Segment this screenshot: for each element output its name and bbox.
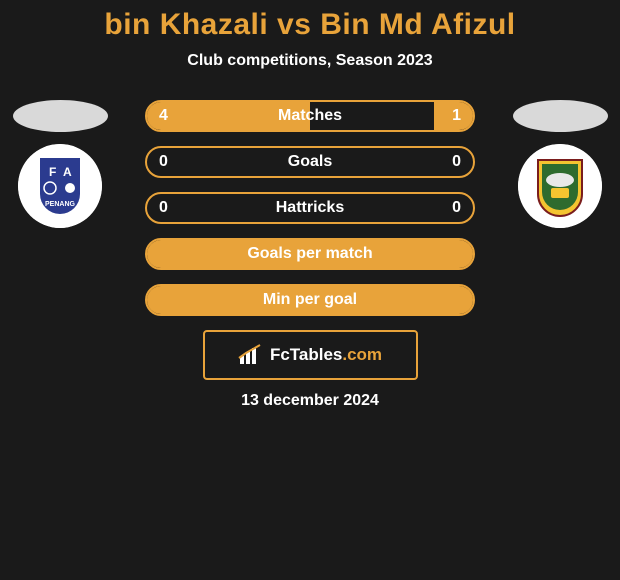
stat-value-left: 0 <box>159 194 168 222</box>
comparison-card: bin Khazali vs Bin Md Afizul Club compet… <box>0 0 620 410</box>
stat-label: Matches <box>147 102 473 130</box>
stat-value-right: 0 <box>452 194 461 222</box>
subtitle: Club competitions, Season 2023 <box>0 52 620 70</box>
page-title: bin Khazali vs Bin Md Afizul <box>0 8 620 42</box>
content-area: F A PENANG Matches41Goals00 <box>0 100 620 410</box>
right-club-crest <box>518 144 602 228</box>
stat-bar-matches: Matches4 1 <box>145 100 475 132</box>
fctables-logo[interactable]: FcTables.com <box>203 330 418 380</box>
stat-value-left: 0 <box>159 148 168 176</box>
stat-bar-goals: Goals0 0 <box>145 146 475 178</box>
player-silhouette-left <box>13 100 108 132</box>
stat-bar-mpg: Min per goal <box>145 284 475 316</box>
right-player-column <box>510 100 610 228</box>
stat-value-right: 0 <box>452 148 461 176</box>
stat-value-left: 4 <box>159 102 168 130</box>
bars-icon <box>238 344 264 366</box>
logo-brand: FcTables <box>270 345 342 364</box>
logo-tld: .com <box>342 345 382 364</box>
stat-value-right: 1 <box>452 102 461 130</box>
date-label: 13 december 2024 <box>0 392 620 410</box>
logo-text: FcTables.com <box>270 345 382 365</box>
stat-label: Goals <box>147 148 473 176</box>
left-club-crest: F A PENANG <box>18 144 102 228</box>
player-silhouette-right <box>513 100 608 132</box>
kedah-crest-icon <box>518 144 602 228</box>
left-player-column: F A PENANG <box>10 100 110 228</box>
stat-label: Goals per match <box>147 240 473 268</box>
svg-text:PENANG: PENANG <box>45 201 76 208</box>
svg-text:A: A <box>63 165 72 179</box>
stat-label: Hattricks <box>147 194 473 222</box>
stat-bar-gpm: Goals per match <box>145 238 475 270</box>
penang-crest-icon: F A PENANG <box>18 144 102 228</box>
stat-label: Min per goal <box>147 286 473 314</box>
svg-text:F: F <box>49 165 56 179</box>
stat-bars: Matches41Goals00Hattricks00Goals per mat… <box>145 100 475 316</box>
stat-bar-hattricks: Hattricks0 0 <box>145 192 475 224</box>
